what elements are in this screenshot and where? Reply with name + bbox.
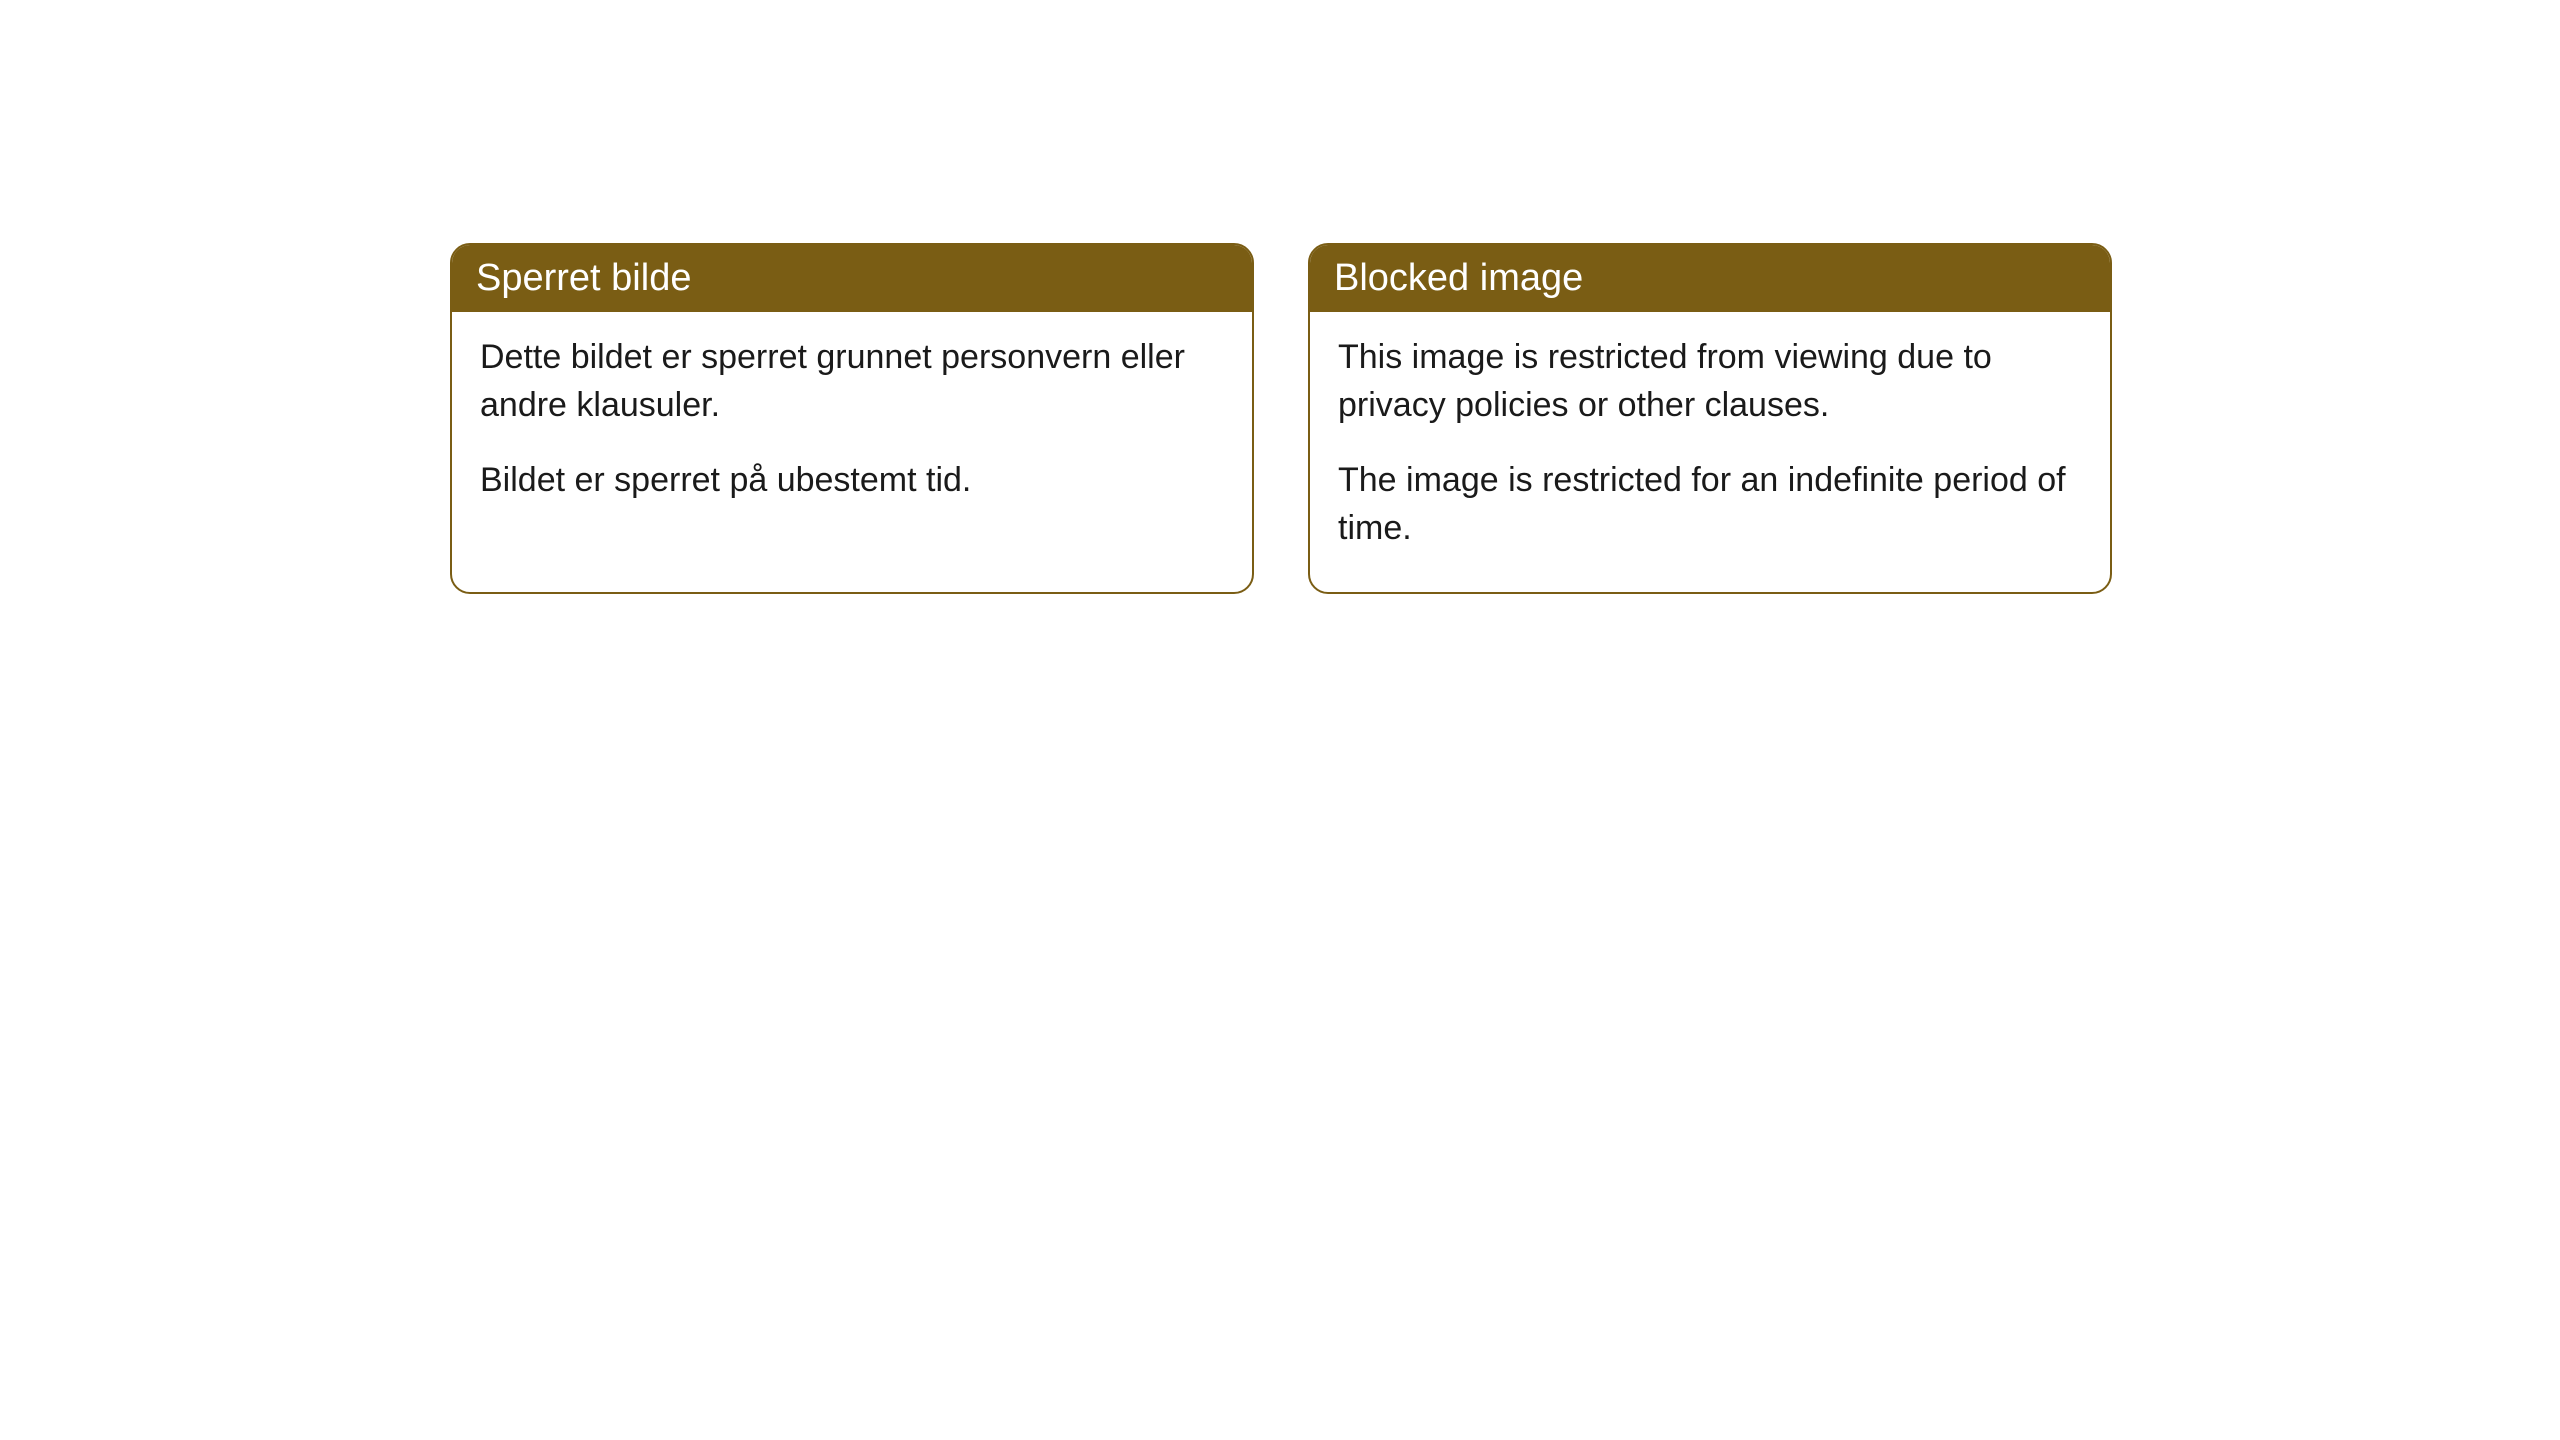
- card-title-norwegian: Sperret bilde: [476, 257, 691, 299]
- card-body-english: This image is restricted from viewing du…: [1310, 312, 2110, 592]
- card-paragraph-1-norwegian: Dette bildet er sperret grunnet personve…: [480, 334, 1224, 429]
- card-header-norwegian: Sperret bilde: [452, 245, 1252, 312]
- card-body-norwegian: Dette bildet er sperret grunnet personve…: [452, 312, 1252, 545]
- card-paragraph-2-norwegian: Bildet er sperret på ubestemt tid.: [480, 457, 1224, 505]
- card-header-english: Blocked image: [1310, 245, 2110, 312]
- blocked-image-card-norwegian: Sperret bilde Dette bildet er sperret gr…: [450, 243, 1254, 594]
- notice-cards-container: Sperret bilde Dette bildet er sperret gr…: [450, 243, 2112, 594]
- card-title-english: Blocked image: [1334, 257, 1583, 299]
- card-paragraph-1-english: This image is restricted from viewing du…: [1338, 334, 2082, 429]
- blocked-image-card-english: Blocked image This image is restricted f…: [1308, 243, 2112, 594]
- card-paragraph-2-english: The image is restricted for an indefinit…: [1338, 457, 2082, 552]
